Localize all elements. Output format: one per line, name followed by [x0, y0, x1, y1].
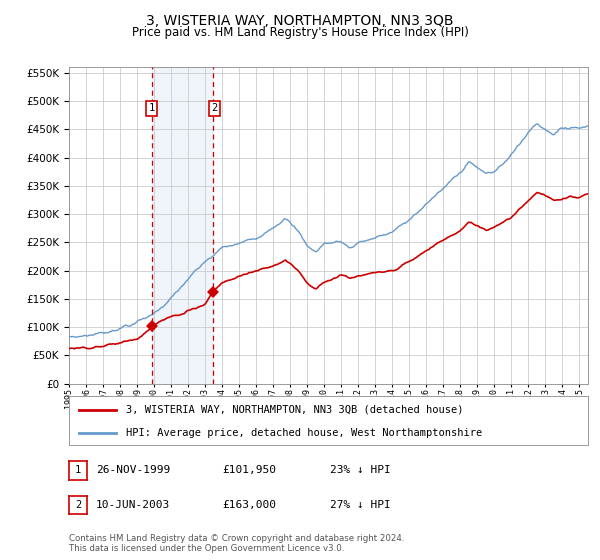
- Text: £101,950: £101,950: [222, 465, 276, 475]
- Text: 1: 1: [75, 465, 81, 475]
- Text: 1: 1: [148, 104, 155, 113]
- Text: 3, WISTERIA WAY, NORTHAMPTON, NN3 3QB: 3, WISTERIA WAY, NORTHAMPTON, NN3 3QB: [146, 14, 454, 28]
- Text: HPI: Average price, detached house, West Northamptonshire: HPI: Average price, detached house, West…: [126, 428, 482, 438]
- Text: £163,000: £163,000: [222, 500, 276, 510]
- Text: 26-NOV-1999: 26-NOV-1999: [96, 465, 170, 475]
- Text: 10-JUN-2003: 10-JUN-2003: [96, 500, 170, 510]
- Text: 2: 2: [75, 500, 81, 510]
- Text: Contains HM Land Registry data © Crown copyright and database right 2024.
This d: Contains HM Land Registry data © Crown c…: [69, 534, 404, 553]
- Text: 23% ↓ HPI: 23% ↓ HPI: [330, 465, 391, 475]
- Bar: [152, 67, 212, 384]
- Text: 3, WISTERIA WAY, NORTHAMPTON, NN3 3QB (detached house): 3, WISTERIA WAY, NORTHAMPTON, NN3 3QB (d…: [126, 405, 464, 415]
- Text: Price paid vs. HM Land Registry's House Price Index (HPI): Price paid vs. HM Land Registry's House …: [131, 26, 469, 39]
- Text: 27% ↓ HPI: 27% ↓ HPI: [330, 500, 391, 510]
- Text: 2: 2: [211, 104, 217, 113]
